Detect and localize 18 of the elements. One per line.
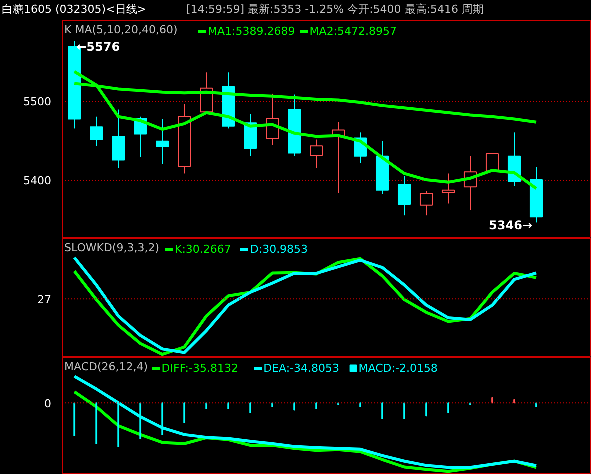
annotation: ←5576 [76, 40, 120, 54]
legend-label: DEA:-34.8053 [264, 361, 340, 375]
chart-subtitle: [14:59:59] 最新:5353 -1.25% 今开:5400 最高:5416 周期 [186, 3, 484, 16]
legend-label: MA1:5389.2689 [208, 24, 296, 38]
ref-line-label: 0 [44, 398, 52, 411]
y-tick-label: 5500 [24, 96, 52, 109]
y-tick-label: 5400 [24, 174, 52, 188]
legend-label: DIFF:-35.8132 [162, 361, 238, 375]
legend-title: SLOWKD(9,3,3,2) [64, 242, 160, 254]
legend-label: MA2:5472.8957 [310, 24, 398, 38]
legend-label: K:30.2667 [175, 242, 232, 256]
legend-title: K MA(5,10,20,40,60) [64, 24, 178, 36]
chart-title: 白糖1605 (032305)<日线> [2, 3, 146, 16]
legend-title: MACD(26,12,4) [64, 360, 148, 374]
text: 27 [38, 294, 52, 307]
legend-label: D:30.9853 [250, 242, 308, 256]
legend-label: MACD:-2.0158 [358, 361, 438, 375]
annotation: 5346→ [489, 218, 533, 233]
